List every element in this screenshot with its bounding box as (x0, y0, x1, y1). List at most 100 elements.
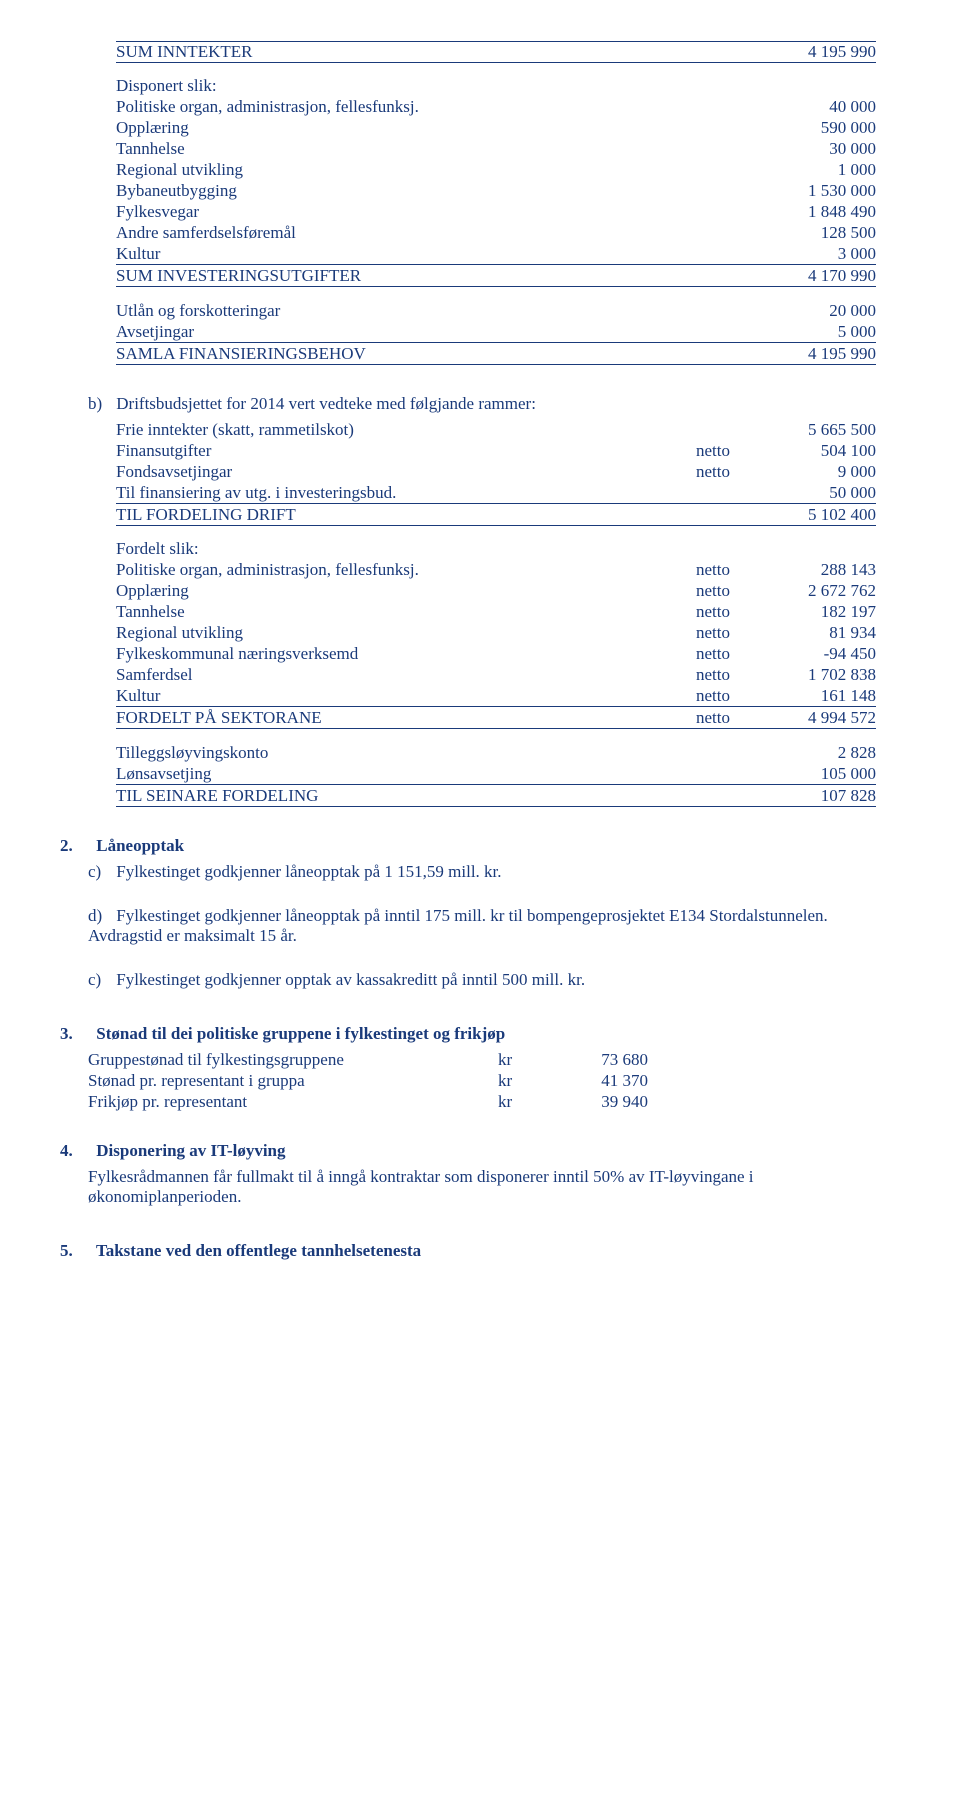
row-label: Stønad pr. representant i gruppa (88, 1071, 498, 1091)
section-3-heading: 3. Stønad til dei politiske gruppene i f… (60, 1024, 900, 1044)
table-row: Politiske organ, administrasjon, fellesf… (116, 97, 876, 117)
table-row: Frie inntekter (skatt, rammetilskot)5 66… (116, 420, 876, 440)
row-label: Politiske organ, administrasjon, fellesf… (116, 560, 696, 580)
row-label: Tannhelse (116, 139, 766, 159)
row-label: SAMLA FINANSIERINGSBEHOV (116, 344, 766, 364)
row-value: 107 828 (766, 786, 876, 806)
list-letter: d) (88, 906, 112, 926)
section-4-heading: 4. Disponering av IT-løyving (60, 1141, 900, 1161)
row-label: Opplæring (116, 581, 696, 601)
item-c2-text: Fylkestinget godkjenner opptak av kassak… (116, 970, 585, 989)
sum-inntekter-row: SUM INNTEKTER 4 195 990 (116, 41, 876, 63)
row-label: Bybaneutbygging (116, 181, 766, 201)
section-number: 5. (60, 1241, 92, 1261)
til-fordeling-drift-row: TIL FORDELING DRIFT 5 102 400 (116, 505, 876, 526)
row-label: Fylkeskommunal næringsverksemd (116, 644, 696, 664)
stonad-table: Gruppestønad til fylkestingsgruppenekr73… (60, 1050, 648, 1112)
row-label: Fondsavsetjingar (116, 462, 696, 482)
row-label: Tannhelse (116, 602, 696, 622)
row-value: 50 000 (766, 483, 876, 503)
table-row: Fylkeskommunal næringsverksemdnetto-94 4… (116, 644, 876, 664)
row-label: Andre samferdselsføremål (116, 223, 766, 243)
list-letter: c) (88, 862, 112, 882)
row-value: 30 000 (766, 139, 876, 159)
section-title: Stønad til dei politiske gruppene i fylk… (96, 1024, 505, 1043)
table-row: Finansutgifternetto504 100 (116, 441, 876, 461)
kr-label: kr (498, 1092, 568, 1112)
disponert-heading: Disponert slik: (116, 76, 876, 96)
section-3: 3. Stønad til dei politiske gruppene i f… (60, 1024, 900, 1112)
row-value: -94 450 (766, 644, 876, 664)
row-mid: netto (696, 560, 766, 580)
item-b: b) Driftsbudsjettet for 2014 vert vedtek… (60, 394, 900, 807)
row-label: Utlån og forskotteringar (116, 301, 766, 321)
utlaan-row: Utlån og forskotteringar20 000 (116, 301, 876, 321)
row-value: 182 197 (766, 602, 876, 622)
row-value: 5 000 (766, 322, 876, 342)
row-value: 4 195 990 (766, 344, 876, 364)
row-label: Kultur (116, 686, 696, 706)
table-row: Til finansiering av utg. i investeringsb… (116, 483, 876, 504)
row-value: 41 370 (568, 1071, 648, 1091)
row-value: 161 148 (766, 686, 876, 706)
item-c1-text: Fylkestinget godkjenner låneopptak på 1 … (116, 862, 501, 881)
row-value: 1 530 000 (766, 181, 876, 201)
lonsavsetjing-row: Lønsavsetjing105 000 (116, 764, 876, 785)
table-row: Gruppestønad til fylkestingsgruppenekr73… (88, 1050, 648, 1070)
table-row: Stønad pr. representant i gruppakr41 370 (88, 1071, 648, 1091)
row-label: TIL SEINARE FORDELING (116, 786, 766, 806)
samla-finansieringsbehov-row: SAMLA FINANSIERINGSBEHOV4 195 990 (116, 344, 876, 365)
row-mid: netto (696, 462, 766, 482)
row-label: FORDELT PÅ SEKTORANE (116, 708, 696, 728)
table-row: Opplæringnetto2 672 762 (116, 581, 876, 601)
table-row: Kulturnetto161 148 (116, 686, 876, 707)
section-title: Låneopptak (96, 836, 184, 855)
fordelt-heading: Fordelt slik: (116, 539, 876, 559)
table-row: Opplæring590 000 (116, 118, 876, 138)
row-value: 20 000 (766, 301, 876, 321)
table-row: Bybaneutbygging1 530 000 (116, 181, 876, 201)
row-label: Frie inntekter (skatt, rammetilskot) (116, 420, 696, 440)
section-number: 2. (60, 836, 92, 856)
row-label: TIL FORDELING DRIFT (116, 505, 696, 525)
avsetjingar-row: Avsetjingar5 000 (116, 322, 876, 343)
row-value: 4 994 572 (766, 708, 876, 728)
section-5: 5. Takstane ved den offentlege tannhelse… (60, 1241, 900, 1261)
section-title: Takstane ved den offentlege tannhelseten… (96, 1241, 421, 1260)
section-4-text: Fylkesrådmannen får fullmakt til å inngå… (60, 1167, 900, 1207)
list-letter: b) (88, 394, 112, 414)
row-label: Fylkesvegar (116, 202, 766, 222)
row-value: 288 143 (766, 560, 876, 580)
item-c1: c) Fylkestinget godkjenner låneopptak på… (60, 862, 900, 882)
table-row: Frikjøp pr. representantkr39 940 (88, 1092, 648, 1112)
row-value: 40 000 (766, 97, 876, 117)
kr-label: kr (498, 1050, 568, 1070)
fordelt-sektorane-row: FORDELT PÅ SEKTORANEnetto4 994 572 (116, 708, 876, 729)
row-value: 1 702 838 (766, 665, 876, 685)
section-2: 2. Låneopptak c) Fylkestinget godkjenner… (60, 836, 900, 990)
section-2-heading: 2. Låneopptak (60, 836, 900, 856)
row-value: 5 102 400 (766, 505, 876, 525)
section-number: 3. (60, 1024, 92, 1044)
row-mid: netto (696, 665, 766, 685)
table-row: Politiske organ, administrasjon, fellesf… (116, 560, 876, 580)
table-row: Fylkesvegar1 848 490 (116, 202, 876, 222)
row-mid: netto (696, 644, 766, 664)
row-value: 73 680 (568, 1050, 648, 1070)
row-value: 4 170 990 (766, 266, 876, 286)
row-label: Lønsavsetjing (116, 764, 766, 784)
sum-inntekter-value: 4 195 990 (766, 42, 876, 62)
seinare-fordeling-row: TIL SEINARE FORDELING107 828 (116, 786, 876, 807)
row-mid: netto (696, 686, 766, 706)
row-label: Til finansiering av utg. i investeringsb… (116, 483, 696, 503)
table-row: Fondsavsetjingarnetto9 000 (116, 462, 876, 482)
row-label: Gruppestønad til fylkestingsgruppene (88, 1050, 498, 1070)
row-value: 2 828 (766, 743, 876, 763)
row-label: Avsetjingar (116, 322, 766, 342)
row-mid: netto (696, 602, 766, 622)
table-row: Regional utviklingnetto81 934 (116, 623, 876, 643)
row-label: Opplæring (116, 118, 766, 138)
row-value: 2 672 762 (766, 581, 876, 601)
row-value: 1 848 490 (766, 202, 876, 222)
row-mid: netto (696, 708, 766, 728)
